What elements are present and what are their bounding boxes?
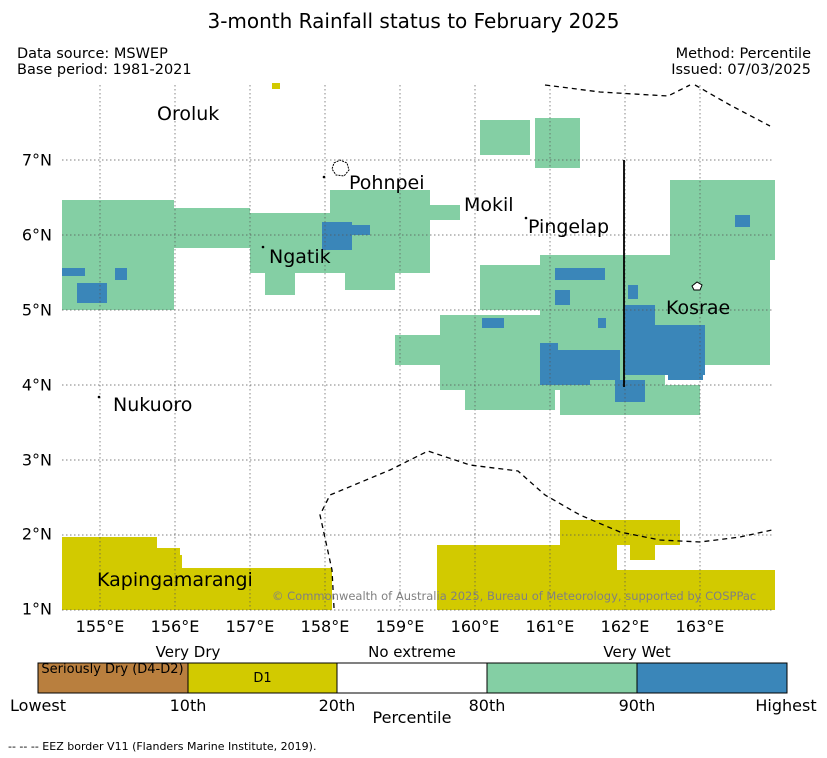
kosrae-island-outline (691, 281, 703, 291)
highest-cell (115, 268, 127, 280)
legend-tick-20th: 20th (318, 696, 356, 715)
very-wet-cell (670, 180, 775, 260)
very-dry-cell (272, 83, 280, 89)
highest-cell (615, 380, 645, 402)
base-period-text: Base period: 1981-2021 (17, 62, 192, 78)
legend-tick-lowest: Lowest (10, 696, 66, 715)
very-wet-cell (465, 385, 555, 410)
issued-text: Issued: 07/03/2025 (671, 62, 811, 78)
place-label-pingelap: Pingelap (528, 216, 610, 238)
ngatik-atoll-dot (261, 245, 265, 249)
copyright-text: © Commonwealth of Australia 2025, Bureau… (272, 589, 757, 603)
y-tick-6n: 6°N (21, 225, 52, 245)
mokil-atoll-dot (524, 216, 528, 220)
very-wet-cell (480, 120, 530, 155)
colorbar-segment (636, 662, 788, 694)
very-wet-cell (395, 335, 455, 365)
x-tick-158: 158°E (300, 617, 350, 636)
very-dry-cell (615, 570, 775, 610)
highest-cell (625, 305, 655, 325)
x-tick-159: 159°E (375, 617, 425, 636)
very-dry-cell (62, 568, 332, 610)
pohnpei-island-outline (331, 159, 350, 177)
rainfall-cells (62, 83, 775, 610)
highest-cell (540, 343, 558, 351)
very-dry-cell (770, 600, 775, 610)
x-tick-162: 162°E (600, 617, 650, 636)
map-title: 3-month Rainfall status to February 2025 (207, 9, 620, 33)
y-tick-3n: 3°N (21, 450, 52, 470)
place-label-nukuoro: Nukuoro (113, 394, 193, 416)
highest-cell (668, 355, 703, 380)
legend-tick-90th: 90th (618, 696, 656, 715)
very-dry-cell (120, 548, 180, 563)
nukuoro-atoll-dot (97, 395, 101, 399)
island-outlines (97, 159, 703, 399)
x-tick-160: 160°E (450, 617, 500, 636)
highest-cell (62, 268, 70, 276)
very-wet-cell (345, 265, 395, 290)
highest-cell (628, 285, 638, 299)
place-label-ngatik: Ngatik (269, 246, 331, 268)
highest-cell (555, 290, 570, 305)
highest-cell (735, 215, 750, 227)
highest-cell (70, 268, 85, 276)
legend-segment-d1: D1 (253, 671, 272, 686)
eez-border-south (319, 450, 773, 609)
legend-category-no-extreme: No extreme (368, 643, 456, 661)
method-text: Method: Percentile (675, 46, 811, 62)
x-tick-163: 163°E (675, 617, 725, 636)
x-tick-156: 156°E (150, 617, 200, 636)
percentile-colorbar (37, 662, 788, 694)
very-dry-cell (630, 540, 655, 560)
colorbar-segment (187, 662, 338, 694)
highest-cell (482, 318, 504, 328)
place-label-kosrae: Kosrae (666, 297, 731, 319)
eez-footnote: -- -- -- EEZ border V11 (Flanders Marine… (8, 740, 317, 753)
pohnpei-reef-dot (322, 175, 326, 179)
place-label-kapingamarangi: Kapingamarangi (97, 569, 253, 591)
eez-border (319, 84, 773, 609)
legend-tick-80th: 80th (468, 696, 506, 715)
place-label-pohnpei: Pohnpei (349, 172, 425, 194)
y-tick-7n: 7°N (21, 150, 52, 170)
very-wet-cell (265, 270, 295, 295)
highest-cell (590, 350, 620, 380)
place-label-oroluk: Oroluk (157, 103, 220, 125)
highest-cell (555, 268, 605, 280)
graticule (62, 85, 774, 611)
legend-category-very-wet: Very Wet (603, 643, 671, 661)
y-tick-5n: 5°N (21, 300, 52, 320)
legend-segment-seriously-dry: Seriously Dry (D4-D2) (41, 662, 184, 677)
highest-cell (77, 283, 107, 303)
legend-tick-10th: 10th (169, 696, 207, 715)
y-tick-2n: 2°N (21, 524, 52, 544)
legend-category-very-dry: Very Dry (155, 643, 221, 661)
legend-tick-highest: Highest (755, 696, 817, 715)
colorbar-segment (336, 662, 488, 694)
very-wet-cell (535, 118, 580, 168)
highest-cell (598, 318, 606, 328)
highest-cell (540, 350, 590, 385)
x-tick-157: 157°E (225, 617, 275, 636)
place-label-mokil: Mokil (464, 194, 514, 216)
x-tick-161: 161°E (525, 617, 575, 636)
highest-cell (345, 225, 370, 235)
very-wet-cell (170, 208, 250, 248)
y-tick-1n: 1°N (21, 599, 52, 619)
data-source-text: Data source: MSWEP (17, 46, 168, 62)
legend-axis-title: Percentile (372, 708, 452, 727)
very-dry-cell (437, 545, 617, 610)
x-tick-155: 155°E (75, 617, 125, 636)
eez-border-north (544, 84, 771, 127)
very-wet-cell (400, 205, 460, 220)
colorbar-segment (486, 662, 638, 694)
y-tick-4n: 4°N (21, 375, 52, 395)
